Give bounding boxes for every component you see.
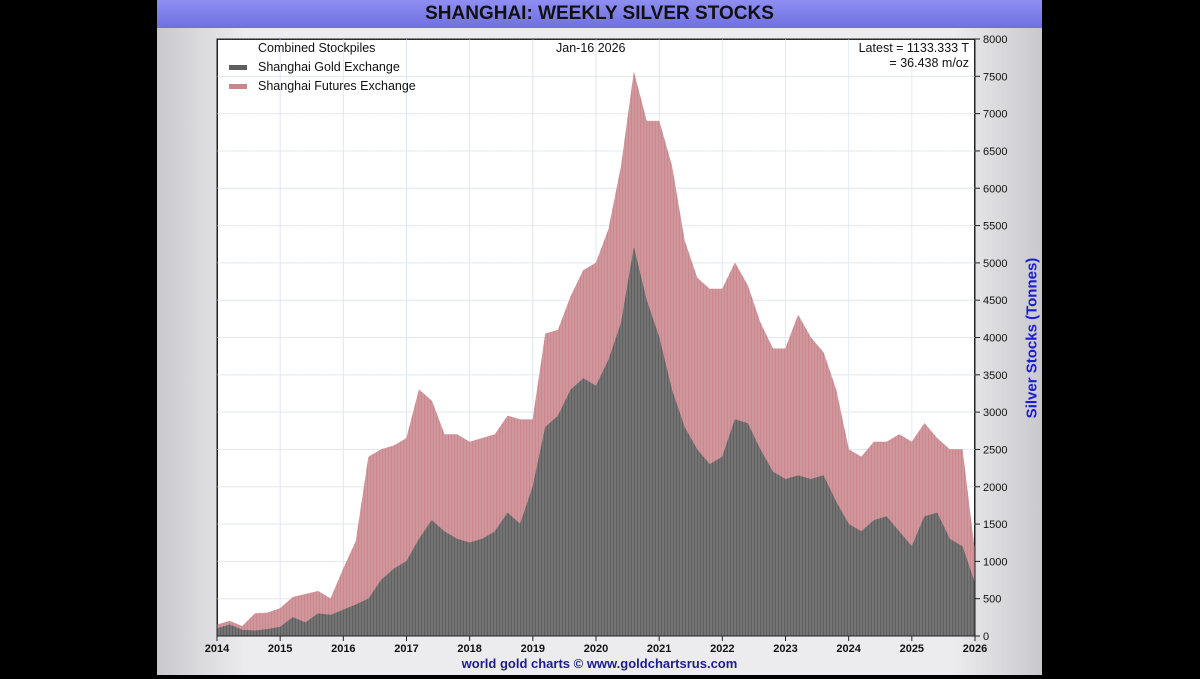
legend-swatch-shfe (229, 84, 247, 89)
latest-ounces: = 36.438 m/oz (889, 56, 969, 70)
y-tick-label: 5000 (983, 258, 1007, 270)
x-tick-label: 2015 (268, 643, 292, 655)
plot-border (216, 38, 976, 637)
y-tick-label: 6500 (983, 146, 1007, 158)
y-axis-label: Silver Stocks (Tonnes) (1023, 257, 1041, 419)
legend-label-shfe: Shanghai Futures Exchange (258, 79, 416, 93)
x-tick-label: 2026 (963, 643, 987, 655)
y-tick-label: 8000 (983, 34, 1007, 46)
chart-svg: 0 500 1000 1500 2000 2500 3000 3500 4000 4500 5000… (205, 34, 1008, 655)
footer-credit: world gold charts © www.goldchartsrus.co… (461, 656, 738, 671)
x-tick-label: 2019 (521, 643, 545, 655)
y-tick-label: 6000 (983, 183, 1007, 195)
y-tick-label: 3000 (983, 407, 1007, 419)
legend-header: Combined Stockpiles (258, 41, 376, 55)
x-tick-label: 2018 (457, 643, 481, 655)
y-tick-label: 4000 (983, 333, 1007, 345)
x-tick-label: 2020 (584, 643, 608, 655)
y-tick-label: 7000 (983, 109, 1007, 121)
date-label: Jan-16 2026 (556, 41, 626, 55)
x-tick-label: 2016 (331, 643, 355, 655)
chart-title: SHANGHAI: WEEKLY SILVER STOCKS (157, 0, 1042, 28)
y-tick-label: 7500 (983, 71, 1007, 83)
series-area-shanghai-gold-exchange (216, 247, 976, 637)
y-tick-label: 1000 (983, 556, 1007, 568)
y-tick-label: 0 (983, 631, 989, 643)
x-tick-label: 2014 (205, 643, 230, 655)
x-tick-label: 2021 (647, 643, 671, 655)
x-tick-label: 2017 (394, 643, 418, 655)
legend-label-sge: Shanghai Gold Exchange (258, 60, 400, 74)
latest-value: Latest = 1133.333 T (858, 41, 969, 55)
y-tick-label: 2000 (983, 482, 1007, 494)
x-tick-label: 2025 (900, 643, 924, 655)
y-tick-label: 3500 (983, 370, 1007, 382)
x-tick-label: 2023 (773, 643, 797, 655)
legend-swatch-sge (229, 65, 247, 70)
y-tick-label: 5500 (983, 221, 1007, 233)
x-tick-label: 2022 (710, 643, 734, 655)
x-tick-label: 2024 (836, 643, 861, 655)
y-tick-label: 1500 (983, 519, 1007, 531)
y-tick-label: 4500 (983, 295, 1007, 307)
y-tick-label: 500 (983, 594, 1001, 606)
chart-panel: SHANGHAI: WEEKLY SILVER STOCKS 0 500 1000 1… (157, 0, 1042, 675)
y-tick-label: 2500 (983, 444, 1007, 456)
